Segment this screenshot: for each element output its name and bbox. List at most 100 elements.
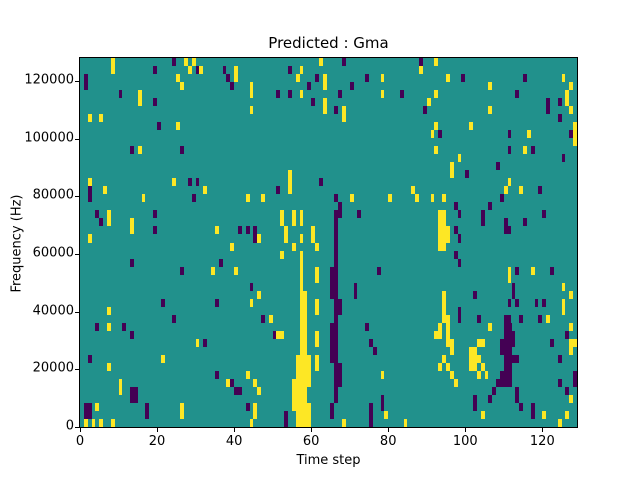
heatmap-cell — [465, 170, 470, 179]
heatmap-cell — [453, 202, 458, 211]
heatmap-cell — [546, 106, 551, 115]
heatmap-cell — [380, 402, 385, 411]
heatmap-cell — [176, 74, 181, 83]
heatmap-cell — [542, 298, 547, 307]
heatmap-cell — [507, 298, 512, 307]
heatmap-cell — [476, 314, 481, 323]
heatmap-cell — [511, 354, 516, 363]
y-tick-label: 60000 — [32, 245, 74, 261]
heatmap-cell — [172, 314, 177, 323]
heatmap-cell — [299, 290, 308, 355]
heatmap-cell — [311, 234, 315, 243]
heatmap-cell — [442, 354, 446, 363]
heatmap-cell — [291, 378, 296, 387]
heatmap-cell — [446, 322, 450, 331]
heatmap-cell — [299, 210, 304, 219]
heatmap-cell — [338, 362, 342, 387]
heatmap-cell — [137, 90, 142, 99]
heatmap-cell — [507, 146, 512, 155]
heatmap-cell — [288, 170, 292, 179]
heatmap-cell — [214, 298, 219, 307]
heatmap-cell — [519, 186, 524, 195]
heatmap-cell — [245, 226, 250, 235]
x-tick-mark — [234, 428, 236, 432]
heatmap-cell — [453, 250, 458, 259]
heatmap-cell — [569, 130, 574, 139]
heatmap-cell — [488, 106, 493, 115]
heatmap-cell — [234, 66, 238, 75]
heatmap-cell — [276, 330, 281, 339]
heatmap-cell — [488, 322, 493, 331]
heatmap-cell — [430, 130, 435, 139]
heatmap-cell — [295, 354, 308, 403]
heatmap-cell — [299, 218, 304, 227]
heatmap-cell — [330, 402, 335, 411]
heatmap-cell — [446, 314, 450, 323]
heatmap-cell — [338, 202, 342, 211]
heatmap-cell — [276, 90, 281, 99]
heatmap-cell — [307, 82, 312, 91]
heatmap-cell — [249, 82, 254, 91]
heatmap-cell — [299, 250, 304, 259]
heatmap-cell — [157, 122, 161, 131]
heatmap-cell — [330, 322, 335, 363]
heatmap-cell — [253, 378, 258, 387]
heatmap-cell — [446, 362, 450, 371]
heatmap-cell — [195, 66, 200, 75]
heatmap-cell — [295, 74, 300, 83]
heatmap-cell — [141, 194, 146, 203]
heatmap-cell — [315, 362, 319, 371]
heatmap-cell — [515, 90, 520, 99]
heatmap-cell — [195, 178, 200, 187]
heatmap-cell — [222, 66, 227, 75]
heatmap-cell — [476, 370, 481, 379]
heatmap-cell — [515, 298, 520, 307]
heatmap-cell — [87, 234, 92, 243]
x-tick-mark — [465, 428, 467, 432]
heatmap-cell — [214, 370, 219, 379]
heatmap-cell — [99, 218, 104, 227]
heatmap-cell — [484, 370, 489, 379]
heatmap-cell — [91, 418, 96, 427]
heatmap-cell — [160, 354, 165, 363]
heatmap-cell — [106, 218, 111, 227]
heatmap-cell — [130, 258, 134, 267]
heatmap-cell — [480, 338, 485, 347]
heatmap-cell — [160, 298, 165, 307]
heatmap-cell — [569, 394, 574, 403]
heatmap-cell — [257, 290, 262, 299]
heatmap-cell — [449, 338, 454, 347]
heatmap-cell — [422, 106, 427, 115]
heatmap-cell — [472, 402, 477, 411]
heatmap-cell — [561, 154, 566, 163]
heatmap-cell — [469, 122, 473, 131]
heatmap-cell — [234, 266, 238, 275]
x-tick-mark — [311, 428, 313, 432]
heatmap-cell — [341, 418, 346, 427]
heatmap-cell — [368, 338, 373, 347]
heatmap-cell — [565, 98, 570, 107]
heatmap-cell — [338, 90, 342, 99]
heatmap-cell — [307, 354, 312, 387]
y-tick-label: 100000 — [24, 130, 74, 146]
heatmap-cell — [257, 234, 262, 243]
heatmap-cell — [530, 410, 535, 419]
heatmap-cell — [449, 346, 454, 355]
heatmap-cell — [561, 306, 566, 315]
heatmap-cell — [311, 226, 315, 235]
heatmap-cell — [334, 106, 339, 115]
heatmap-cell — [480, 410, 485, 419]
heatmap-cell — [87, 194, 92, 203]
heatmap-cell — [399, 90, 404, 99]
heatmap-cell — [561, 282, 566, 291]
heatmap-cell — [122, 322, 127, 331]
heatmap-cell — [261, 194, 265, 203]
heatmap-cell — [507, 274, 512, 283]
heatmap-cell — [83, 74, 88, 83]
heatmap-cell — [330, 410, 335, 419]
heatmap-cell — [145, 410, 150, 419]
y-tick-mark — [75, 427, 79, 428]
x-tick-label: 100 — [452, 434, 478, 449]
heatmap-cell — [511, 338, 516, 347]
heatmap-cell — [453, 378, 458, 387]
